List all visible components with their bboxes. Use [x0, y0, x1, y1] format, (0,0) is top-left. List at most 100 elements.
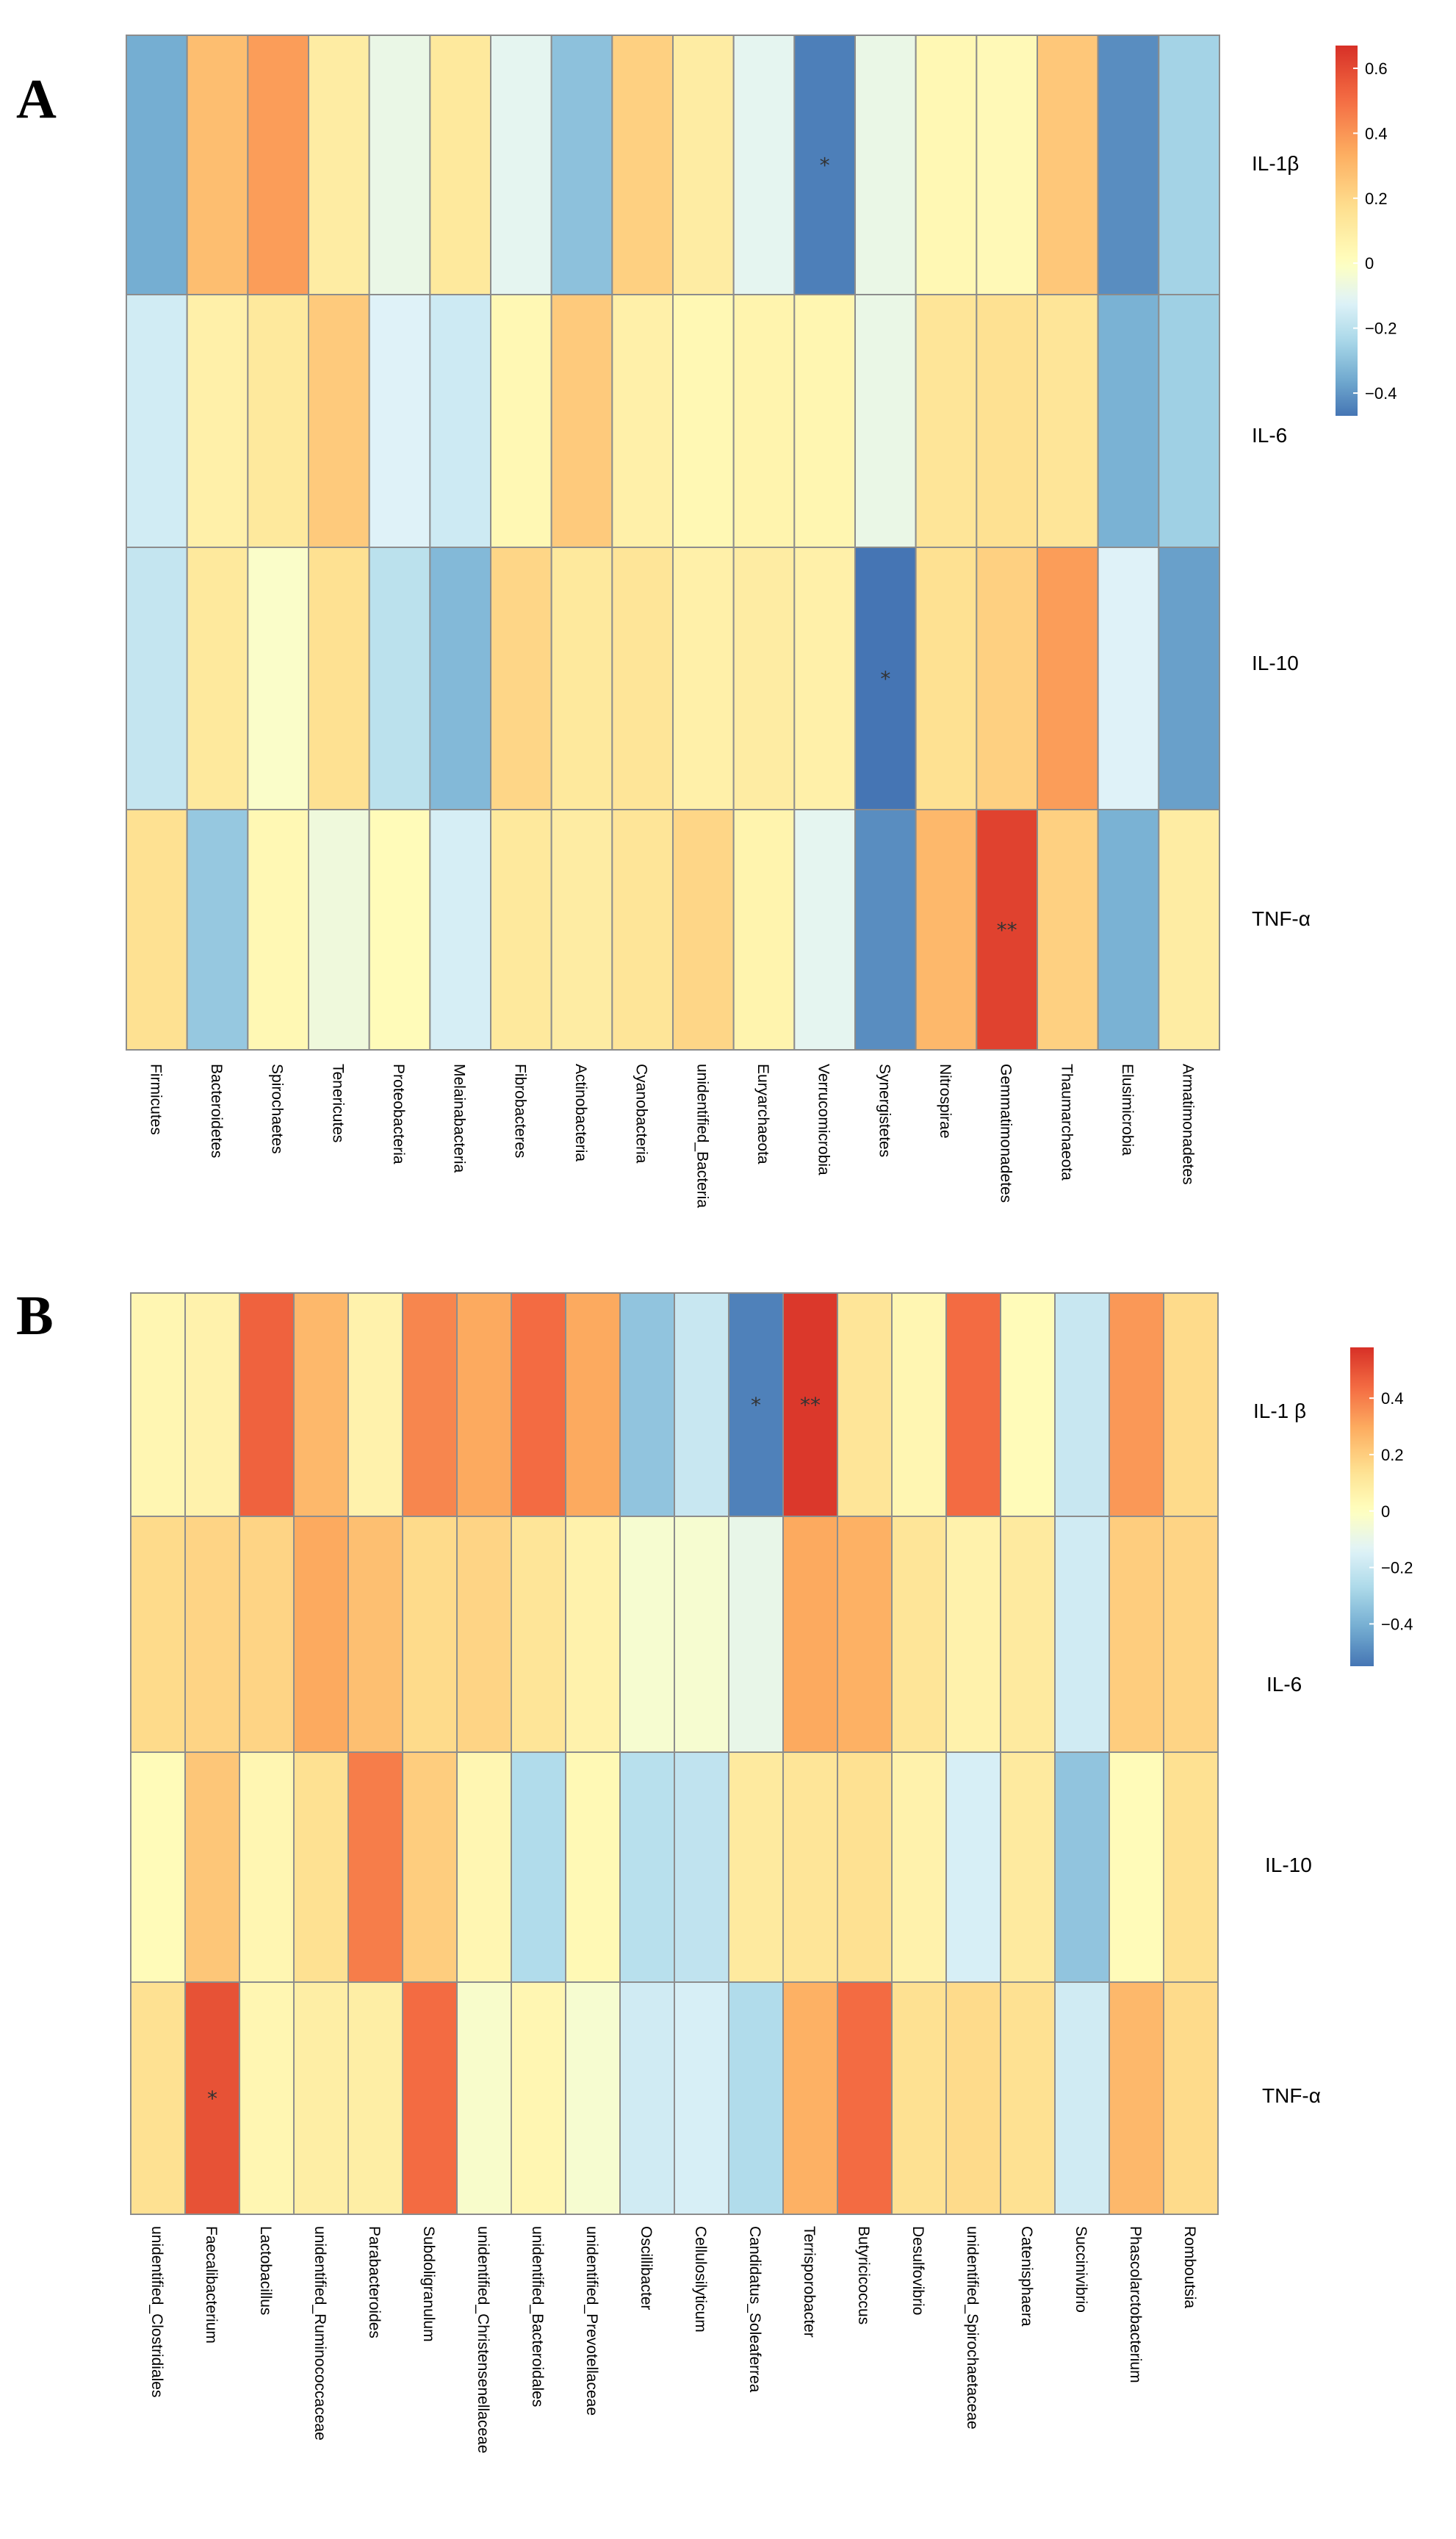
column-label-verrucomicrobia: Verrucomicrobia [815, 1064, 832, 1175]
colorbar-tick-label: −0.4 [1365, 384, 1396, 403]
heatmap-cell-tnf-succinivibrio [1054, 1981, 1110, 2215]
panel-a-label: A [16, 68, 57, 130]
heatmap-cell-tnf-tenericutes [308, 809, 370, 1051]
heatmap-cell-tnf-unidentified-bacteroidales [511, 1981, 566, 2215]
colorbar-tick-label: −0.4 [1381, 1615, 1413, 1633]
heatmap-cell-il-10-terrisporobacter [782, 1751, 838, 1983]
panel-a-row-labels: IL-1β IL-6 IL-10 TNF-α [1252, 152, 1311, 930]
heatmap-cell-il-10-proteobacteria [368, 547, 431, 810]
panel-a-column-labels: Firmicutes Bacteroidetes Spirochaetes Tener… [147, 1064, 1196, 1208]
heatmap-cell-tnf-cyanobacteria [611, 809, 674, 1051]
column-label-proteobacteria: Proteobacteria [390, 1064, 407, 1164]
heatmap-cell-tnf-synergistetes [854, 809, 917, 1051]
row-label-tnfa: TNF-α [1252, 907, 1311, 930]
heatmap-cell-il-6-faecalibacterium [184, 1516, 240, 1753]
column-label-armatimonadetes: Armatimonadetes [1180, 1064, 1197, 1185]
heatmap-cell-il-1-parabacteroides [347, 1292, 403, 1517]
heatmap-cell-il-1-fibrobacteres [490, 35, 552, 295]
heatmap-cell-il-1-euryarchaeota [732, 35, 796, 295]
heatmap-cell-tnf-candidatus-soleaferrea [728, 1981, 784, 2215]
column-label-euryarchaeota: Euryarchaeota [754, 1064, 771, 1164]
panel-b-cells [130, 1292, 1219, 2215]
heatmap-cell-il-10-lactobacillus [239, 1751, 295, 1983]
heatmap-cell-tnf-unidentified-spirochaetaceae [945, 1981, 1001, 2215]
panel-b-row-labels: IL-1 β IL-6 IL-10 TNF-α [1253, 1400, 1321, 2107]
colorbar-tick-label: 0 [1381, 1502, 1390, 1521]
colorbar-tick-label: −0.2 [1381, 1559, 1413, 1577]
heatmap-cell-il-10-unidentified-spirochaetaceae [945, 1751, 1001, 1983]
heatmap-cell-il-6-synergistetes [854, 294, 917, 548]
heatmap-cell-tnf-terrisporobacter [782, 1981, 838, 2215]
column-label-catenisphaera: Catenisphaera [1018, 2226, 1035, 2327]
heatmap-cell-il-1-cyanobacteria [611, 35, 674, 295]
panel-b-heatmap: B * *** IL-1 β IL-6 IL-10 TNF-α unidentif… [16, 1285, 1413, 2453]
heatmap-cell-tnf-parabacteroides [347, 1981, 403, 2215]
heatmap-cell-il-1-phascolarctobacterium [1109, 1292, 1164, 1517]
heatmap-cell-tnf-unidentified-ruminococcaceae [293, 1981, 349, 2215]
heatmap-cell-il-6-candidatus-soleaferrea [728, 1516, 784, 1753]
heatmap-cell-tnf-unidentified-clostridiales [130, 1981, 186, 2215]
heatmap-cell-il-10-unidentified-bacteria [672, 547, 735, 810]
heatmap-cell-il-10-oscillibacter [619, 1751, 675, 1983]
heatmap-cell-il-1-unidentified-christensenellaceae [456, 1292, 512, 1517]
heatmap-cell-tnf-cellulosilyticum [674, 1981, 729, 2215]
row-label-il10: IL-10 [1252, 652, 1299, 674]
colorbar-tick-label: 0.4 [1365, 124, 1388, 143]
heatmap-cell-il-6-subdoligranulum [402, 1516, 458, 1753]
heatmap-cell-il-10-melainabacteria [429, 547, 492, 810]
column-label-melainabacteria: Melainabacteria [451, 1064, 468, 1173]
heatmap-cell-il-6-armatimonadetes [1158, 294, 1220, 548]
heatmap-cell-il-10-cyanobacteria [611, 547, 674, 810]
heatmap-cell-tnf-unidentified-christensenellaceae [456, 1981, 512, 2215]
column-label-unidentified-spirochaetaceae: unidentified_Spirochaetaceae [964, 2226, 981, 2430]
colorbar-tick-label: 0.2 [1381, 1446, 1404, 1464]
heatmap-cell-tnf-nitrospirae [915, 809, 978, 1051]
colorbar [1350, 1347, 1374, 1666]
heatmap-cell-il-6-lactobacillus [239, 1516, 295, 1753]
heatmap-cell-il-1-unidentified-prevotellaceae [565, 1292, 621, 1517]
heatmap-cell-il-6-unidentified-ruminococcaceae [293, 1516, 349, 1753]
column-label-subdoligranulum: Subdoligranulum [420, 2226, 437, 2342]
heatmap-cell-il-6-actinobacteria [550, 294, 613, 548]
column-label-unidentified-christensenellaceae: unidentified_Christensenellaceae [475, 2226, 491, 2453]
heatmap-cell-il-10-synergistetes [854, 547, 917, 810]
column-label-firmicutes: Firmicutes [147, 1064, 164, 1135]
column-label-butyricicoccus: Butyricicoccus [855, 2226, 872, 2324]
heatmap-cell-il-1-butyricicoccus [837, 1292, 893, 1517]
heatmap-cell-il-6-proteobacteria [368, 294, 431, 548]
heatmap-cell-tnf-elusimicrobia [1097, 809, 1160, 1051]
heatmap-cell-il-10-thaumarchaeota [1037, 547, 1099, 810]
heatmap-cell-tnf-catenisphaera [1000, 1981, 1056, 2215]
heatmap-cell-il-10-cellulosilyticum [674, 1751, 729, 1983]
heatmap-cell-il-10-unidentified-prevotellaceae [565, 1751, 621, 1983]
panel-a-significance: **** [820, 154, 1017, 943]
heatmap-cell-il-6-cellulosilyticum [674, 1516, 729, 1753]
heatmap-cell-il-1-melainabacteria [429, 35, 492, 295]
significance-marker: ** [800, 1393, 821, 1417]
heatmap-cell-il-6-unidentified-prevotellaceae [565, 1516, 621, 1753]
heatmap-cell-tnf-subdoligranulum [402, 1981, 458, 2215]
heatmap-cell-il-1-candidatus-soleaferrea [728, 1292, 784, 1517]
column-label-desulfovibrio: Desulfovibrio [909, 2226, 926, 2315]
heatmap-cell-il-6-gemmatimonadetes [976, 294, 1038, 548]
heatmap-cell-il-10-tenericutes [308, 547, 370, 810]
heatmap-cell-tnf-unidentified-bacteria [672, 809, 735, 1051]
column-label-oscillibacter: Oscillibacter [638, 2226, 655, 2310]
heatmap-cell-il-6-terrisporobacter [782, 1516, 838, 1753]
colorbar-tick-label: 0.6 [1365, 60, 1388, 78]
heatmap-cell-tnf-firmicutes [126, 809, 188, 1051]
heatmap-cell-il-10-elusimicrobia [1097, 547, 1160, 810]
significance-marker: * [880, 667, 890, 691]
heatmap-cell-il-10-faecalibacterium [184, 1751, 240, 1983]
heatmap-cell-il-6-fibrobacteres [490, 294, 552, 548]
heatmap-cell-il-1-synergistetes [854, 35, 917, 295]
heatmap-cell-il-10-succinivibrio [1054, 1751, 1110, 1983]
heatmap-cell-il-10-bacteroidetes [186, 547, 249, 810]
heatmap-cell-il-10-desulfovibrio [891, 1751, 947, 1983]
column-label-bacteroidetes: Bacteroidetes [208, 1064, 225, 1158]
heatmap-cell-tnf-butyricicoccus [837, 1981, 893, 2215]
panel-b-column-labels: unidentified_Clostridiales Faecalibacteri… [148, 2226, 1198, 2453]
heatmap-cell-il-10-unidentified-clostridiales [130, 1751, 186, 1983]
significance-marker: * [207, 2086, 217, 2111]
column-label-unidentified-ruminococcaceae: unidentified_Ruminococcaceae [311, 2226, 328, 2441]
